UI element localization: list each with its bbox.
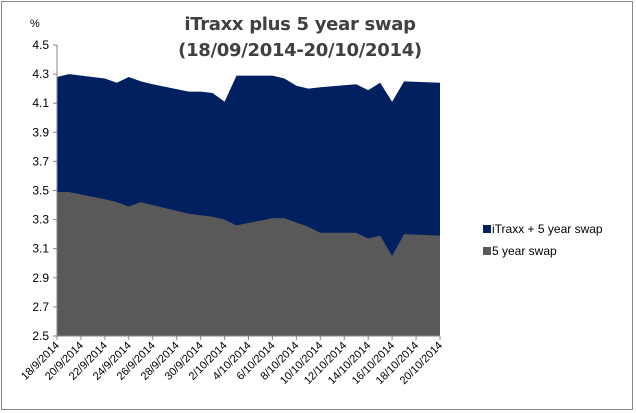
- y-tick-label: 4.1: [32, 96, 49, 110]
- area-5-year-swap: [57, 192, 440, 336]
- y-tick-label: 2.5: [32, 329, 49, 343]
- chart-title: iTraxx plus 5 year swap (18/09/2014-20/1…: [130, 12, 470, 64]
- legend-swatch-gray: [483, 247, 491, 255]
- y-tick-label: 2.7: [32, 300, 49, 314]
- y-tick-label: 4.5: [32, 38, 49, 52]
- y-tick-label: 4.3: [32, 67, 49, 81]
- chart-title-sub: (18/09/2014-20/10/2014): [178, 40, 422, 61]
- y-axis-unit: %: [30, 18, 40, 30]
- legend: iTraxx + 5 year swap 5 year swap: [483, 218, 603, 262]
- y-tick-label: 3.3: [32, 213, 49, 227]
- y-tick-label: 3.5: [32, 184, 49, 198]
- y-tick-label: 3.7: [32, 154, 49, 168]
- legend-swatch-navy: [483, 225, 491, 233]
- legend-item-swap: 5 year swap: [483, 240, 603, 262]
- legend-label: 5 year swap: [492, 244, 557, 258]
- y-tick-label: 3.9: [32, 125, 49, 139]
- y-tick-label: 2.9: [32, 271, 49, 285]
- legend-item-itraxx: iTraxx + 5 year swap: [483, 218, 603, 240]
- legend-label: iTraxx + 5 year swap: [492, 222, 603, 236]
- chart-title-main: iTraxx plus 5 year swap: [184, 14, 416, 35]
- y-tick-label: 3.1: [32, 242, 49, 256]
